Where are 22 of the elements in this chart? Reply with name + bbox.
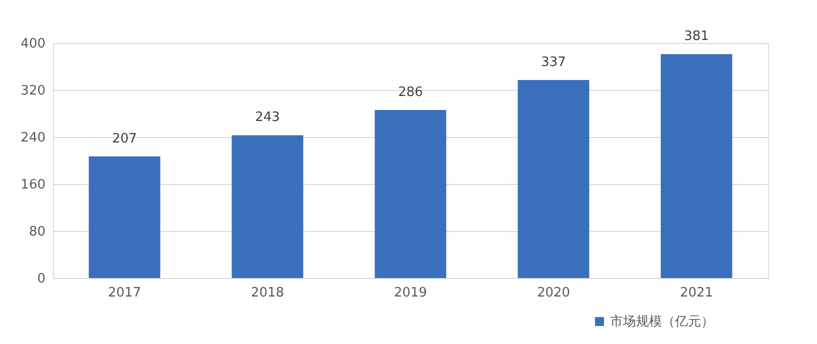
y-tick-label: 400 [20, 36, 46, 52]
x-tick-label: 2019 [394, 286, 428, 300]
data-label: 207 [112, 131, 137, 146]
bar [88, 156, 160, 278]
data-label: 243 [255, 110, 280, 126]
x-tick-label: 2021 [680, 286, 714, 300]
x-tick-label: 2017 [108, 286, 142, 300]
x-tick-label: 2018 [250, 286, 284, 300]
y-tick-label: 80 [28, 224, 46, 240]
bar [660, 54, 732, 278]
bar [518, 80, 590, 278]
y-tick-label: 320 [20, 84, 46, 98]
y-tick-label: 0 [37, 272, 46, 286]
data-label: 381 [684, 29, 709, 44]
legend-label: 市场规模（亿元） [610, 314, 714, 330]
y-tick-label: 160 [20, 178, 46, 192]
bar [232, 135, 304, 278]
bar [374, 110, 446, 278]
x-tick-label: 2020 [536, 286, 570, 300]
y-tick-label: 240 [20, 130, 46, 146]
data-label: 337 [541, 55, 566, 70]
data-label: 286 [398, 84, 423, 100]
